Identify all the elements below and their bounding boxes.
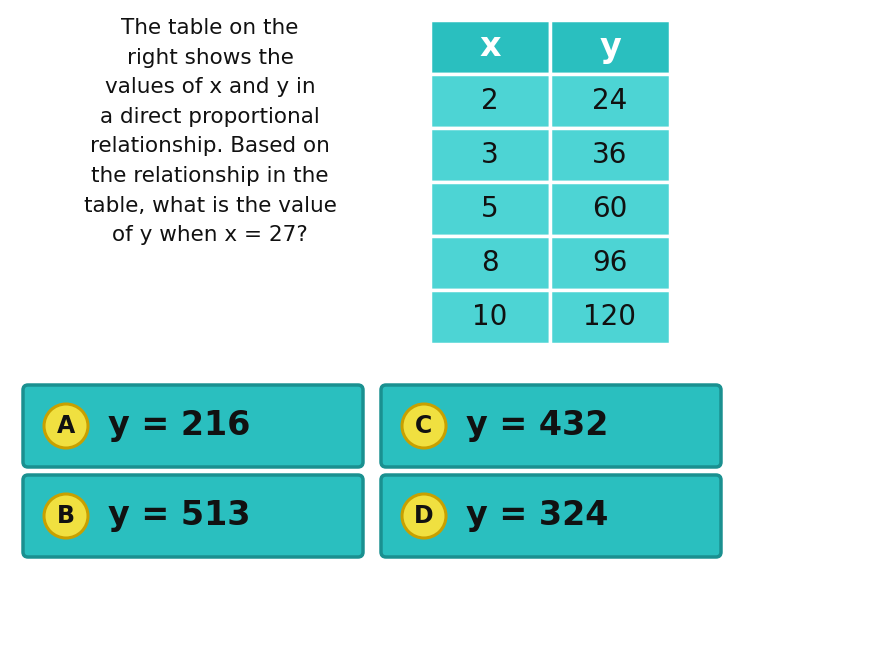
Text: x: x — [479, 31, 500, 63]
FancyBboxPatch shape — [550, 20, 670, 74]
Text: 24: 24 — [592, 87, 628, 115]
FancyBboxPatch shape — [430, 182, 550, 236]
Text: 60: 60 — [592, 195, 628, 223]
Text: 96: 96 — [592, 249, 628, 277]
FancyBboxPatch shape — [430, 74, 550, 128]
Text: 10: 10 — [472, 303, 507, 331]
Text: C: C — [415, 414, 432, 438]
FancyBboxPatch shape — [550, 290, 670, 344]
FancyBboxPatch shape — [430, 236, 550, 290]
Text: A: A — [57, 414, 75, 438]
FancyBboxPatch shape — [430, 290, 550, 344]
Text: y = 216: y = 216 — [108, 409, 250, 443]
FancyBboxPatch shape — [381, 475, 721, 557]
Text: y: y — [599, 31, 621, 63]
FancyBboxPatch shape — [550, 74, 670, 128]
FancyBboxPatch shape — [23, 385, 363, 467]
Text: B: B — [57, 504, 75, 528]
Circle shape — [402, 404, 446, 448]
Text: 36: 36 — [592, 141, 628, 169]
Circle shape — [44, 494, 88, 538]
FancyBboxPatch shape — [430, 128, 550, 182]
FancyBboxPatch shape — [550, 182, 670, 236]
Text: 2: 2 — [481, 87, 499, 115]
Text: y = 324: y = 324 — [466, 499, 608, 533]
FancyBboxPatch shape — [23, 475, 363, 557]
Text: 8: 8 — [481, 249, 499, 277]
Text: The table on the
right shows the
values of x and y in
a direct proportional
rela: The table on the right shows the values … — [84, 18, 337, 245]
FancyBboxPatch shape — [381, 385, 721, 467]
Text: 5: 5 — [481, 195, 499, 223]
Text: y = 432: y = 432 — [466, 409, 608, 443]
Circle shape — [402, 494, 446, 538]
FancyBboxPatch shape — [430, 20, 550, 74]
Text: y = 513: y = 513 — [108, 499, 250, 533]
Text: D: D — [415, 504, 434, 528]
FancyBboxPatch shape — [550, 236, 670, 290]
FancyBboxPatch shape — [550, 128, 670, 182]
Text: 120: 120 — [583, 303, 636, 331]
Circle shape — [44, 404, 88, 448]
Text: 3: 3 — [481, 141, 499, 169]
